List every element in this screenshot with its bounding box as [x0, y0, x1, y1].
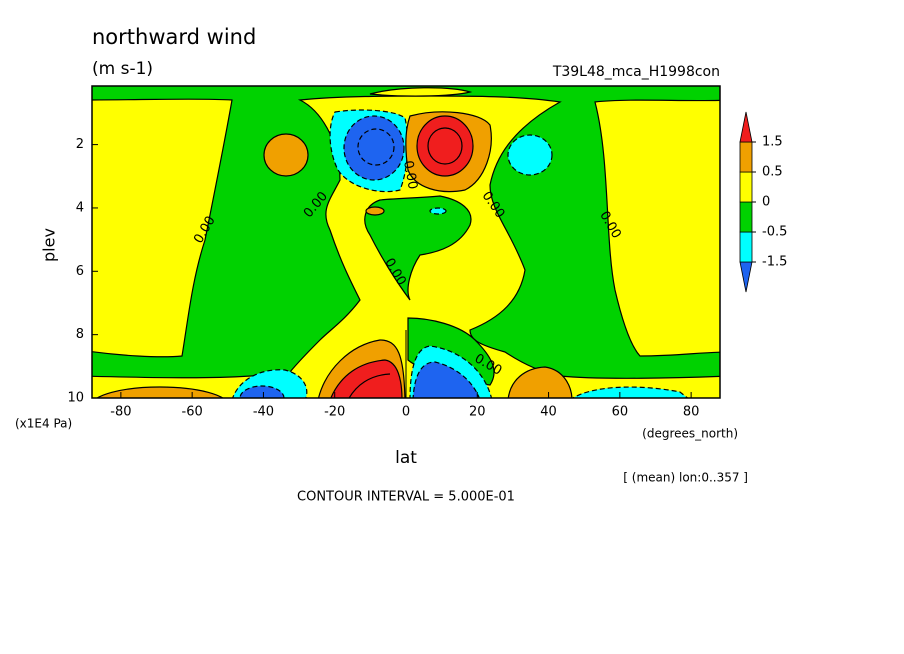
y-unit: (x1E4 Pa) — [15, 417, 72, 431]
x-tick-label: 0 — [402, 405, 410, 420]
x-tick-label: -40 — [253, 405, 274, 420]
colorbar-segment — [739, 261, 753, 293]
y-tick-label: 10 — [67, 391, 84, 406]
colorbar-label: 0.5 — [762, 165, 783, 180]
x-tick-label: 80 — [683, 405, 700, 420]
x-tick-label: -80 — [110, 405, 131, 420]
colorbar-label: 1.5 — [762, 135, 783, 150]
contour-region — [369, 87, 473, 97]
colorbar-segment — [739, 231, 753, 263]
contour-line — [427, 127, 463, 165]
contour-region — [330, 359, 403, 398]
contour-region — [416, 115, 474, 177]
contour-region — [507, 366, 573, 398]
colorbar-segment — [739, 201, 753, 233]
contour-region — [507, 134, 553, 176]
contour-region — [429, 207, 447, 215]
x-tick-label: 40 — [540, 405, 557, 420]
colorbar-segment — [739, 141, 753, 173]
y-tick-label: 8 — [76, 327, 84, 342]
contour-label: 0.00 — [400, 159, 420, 190]
y-tick-label: 2 — [76, 137, 84, 152]
x-axis-label: lat — [395, 448, 417, 468]
contour-region — [343, 115, 405, 181]
averaging-note: [ (mean) lon:0..357 ] — [623, 471, 748, 485]
contour-region — [572, 386, 689, 398]
contour-field — [92, 86, 720, 398]
y-axis-label: plev — [40, 228, 59, 262]
colorbar-segment — [739, 171, 753, 203]
experiment-label: T39L48_mca_H1998con — [552, 64, 720, 80]
contour-line — [348, 373, 391, 398]
contour-line — [357, 128, 395, 166]
y-tick-label: 6 — [76, 264, 84, 279]
colorbar-label: -0.5 — [762, 225, 787, 240]
x-tick-label: 20 — [469, 405, 486, 420]
colorbar-label: 0 — [762, 195, 770, 210]
chart-title: northward wind — [92, 25, 256, 49]
y-tick-label: 4 — [76, 200, 84, 215]
x-tick-label: -20 — [324, 405, 345, 420]
contour-interval: CONTOUR INTERVAL = 5.000E-01 — [297, 490, 515, 505]
x-tick-label: 60 — [612, 405, 629, 420]
contour-region — [96, 386, 224, 398]
colorbar-segment — [739, 111, 753, 143]
colorbar-label: -1.5 — [762, 255, 787, 270]
contour-region — [239, 385, 285, 398]
contour-region — [412, 361, 480, 398]
x-unit: (degrees_north) — [642, 427, 738, 441]
contour-region — [263, 133, 309, 177]
contour-region — [364, 195, 472, 301]
chart-subtitle: (m s-1) — [92, 59, 153, 79]
x-tick-label: -60 — [182, 405, 203, 420]
contour-region — [365, 206, 385, 216]
